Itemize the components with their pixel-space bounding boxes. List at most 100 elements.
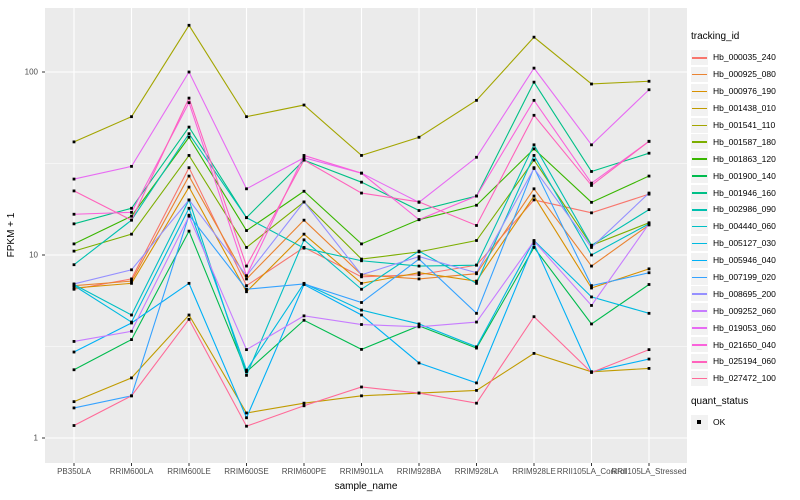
legend-key-line-icon	[692, 360, 707, 363]
legend-label: Hb_005946_040	[713, 255, 776, 266]
legend-entry: Hb_001541_110	[691, 117, 799, 134]
legend-label: Hb_001587_180	[713, 136, 776, 147]
data-point	[130, 164, 133, 168]
legend-key-line-icon	[692, 158, 707, 160]
data-point	[245, 370, 248, 374]
data-point	[245, 115, 248, 119]
data-point	[302, 154, 306, 157]
data-point	[647, 348, 651, 352]
data-point	[532, 239, 536, 243]
data-point	[647, 174, 651, 178]
legend-entry: Hb_007199_020	[691, 269, 799, 286]
data-point	[590, 253, 593, 257]
legend-label: Hb_000035_240	[713, 52, 776, 63]
data-point	[360, 385, 363, 389]
data-point	[590, 170, 593, 173]
data-point	[187, 166, 191, 170]
x-tick-label: RRIM928LA	[454, 467, 499, 476]
data-point	[245, 368, 248, 372]
legend-entry: Hb_002986_090	[691, 201, 799, 218]
data-point	[130, 279, 133, 283]
data-point	[647, 367, 651, 370]
data-point	[72, 140, 76, 144]
data-point	[417, 249, 421, 253]
data-point	[187, 154, 191, 157]
legend-key-box	[691, 83, 708, 99]
data-point	[130, 394, 133, 398]
data-point	[360, 287, 363, 291]
legend-key-box	[691, 252, 708, 268]
legend-label: Hb_004440_060	[713, 221, 776, 232]
legend-key-box	[691, 49, 708, 65]
legend-label: Hb_001438_010	[713, 103, 776, 114]
legend-key-line-icon	[692, 107, 707, 110]
data-point	[187, 174, 191, 178]
x-tick-label: RRIM600LA	[109, 467, 154, 476]
data-point	[417, 271, 421, 275]
data-point	[532, 246, 536, 249]
legend-entry: Hb_025194_060	[691, 353, 799, 370]
legend-title-tracking-id: tracking_id	[691, 31, 740, 42]
data-point	[590, 286, 593, 290]
data-point	[475, 194, 478, 198]
x-tick-label: RRIM600SE	[224, 467, 269, 476]
data-point	[532, 167, 536, 170]
data-point	[360, 171, 363, 175]
data-point	[72, 263, 76, 267]
data-point	[532, 242, 536, 246]
data-point	[187, 313, 191, 317]
legend-key-line-icon	[692, 124, 707, 127]
data-point	[130, 210, 133, 214]
data-point	[417, 255, 421, 259]
data-point	[475, 281, 478, 285]
data-point	[130, 281, 133, 285]
legend-label: Hb_000976_190	[713, 86, 776, 97]
data-point	[245, 290, 248, 294]
data-point	[360, 257, 363, 261]
legend-label: Hb_001900_140	[713, 170, 776, 181]
data-point	[532, 194, 536, 198]
data-point	[647, 271, 651, 275]
data-point	[360, 242, 363, 246]
legend-label: Hb_009252_060	[713, 305, 776, 316]
legend-title-quant-status: quant_status	[691, 396, 749, 407]
data-point	[187, 198, 191, 202]
legend-key-box	[691, 100, 708, 116]
data-point	[72, 189, 76, 193]
data-point	[360, 275, 363, 279]
data-point	[590, 243, 593, 247]
data-point	[130, 313, 133, 317]
legend-key-line-icon	[692, 344, 707, 346]
data-point	[302, 404, 306, 408]
legend-entry: Hb_000035_240	[691, 49, 799, 66]
data-point	[360, 313, 363, 317]
data-point	[590, 284, 593, 288]
y-tick-label: 10	[29, 250, 38, 260]
data-point	[475, 401, 478, 405]
legend-label: Hb_001863_120	[713, 153, 776, 164]
legend-key-box	[691, 66, 708, 82]
data-point	[245, 416, 248, 420]
data-point	[532, 154, 536, 157]
legend-key-box	[691, 168, 708, 184]
data-point	[590, 295, 593, 299]
y-tick-label: 100	[24, 67, 38, 77]
data-point	[647, 151, 651, 155]
data-point	[360, 281, 363, 285]
legend-label: Hb_027472_100	[713, 373, 776, 384]
data-point	[187, 206, 191, 210]
legend-key-box	[691, 414, 708, 430]
data-point	[302, 401, 306, 405]
legend-label: Hb_008695_200	[713, 288, 776, 299]
data-point	[72, 286, 76, 290]
legend-key-box	[691, 269, 708, 285]
data-point	[417, 391, 421, 395]
legend-entry: Hb_001900_140	[691, 167, 799, 184]
data-point	[130, 376, 133, 380]
data-point	[360, 323, 363, 326]
data-point	[130, 218, 133, 222]
data-point	[187, 185, 191, 189]
data-point	[532, 143, 536, 147]
data-point	[72, 242, 76, 246]
data-point	[187, 317, 191, 321]
